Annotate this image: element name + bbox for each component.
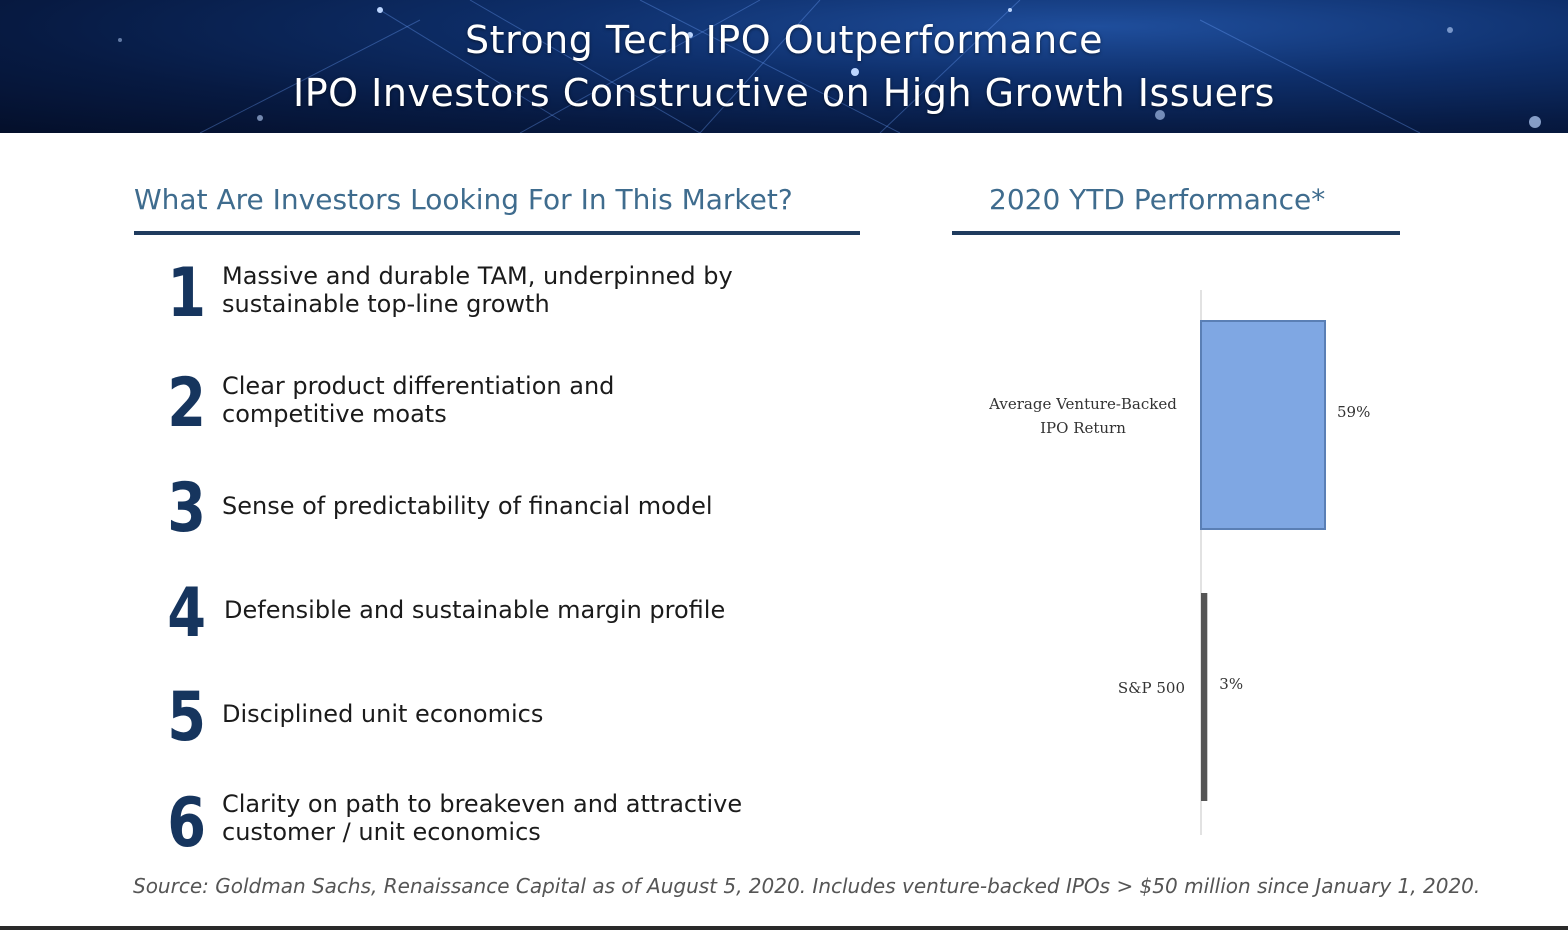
list-item: 6 Clarity on path to breakeven and attra… <box>160 788 860 868</box>
performance-bar-chart: Average Venture-Backed IPO Return 59% S&P 5… <box>988 290 1370 835</box>
item-text: Disciplined unit economics <box>222 700 544 728</box>
network-background <box>118 0 1541 133</box>
category-label: S&P 500 <box>1118 679 1185 697</box>
item-number: 5 <box>167 678 206 757</box>
bottom-border <box>0 926 1568 930</box>
page-title: Strong Tech IPO Outperformance <box>465 18 1103 62</box>
item-number: 2 <box>167 364 206 443</box>
value-label: 59% <box>1337 403 1370 421</box>
left-section-heading: What Are Investors Looking For In This M… <box>134 183 793 216</box>
item-number: 4 <box>167 574 206 653</box>
item-text: Massive and durable TAM, underpinned by … <box>222 262 733 318</box>
category-label: Average Venture-Backed IPO Return <box>988 395 1177 437</box>
bar-venture-ipo <box>1200 320 1326 530</box>
list-item: 4 Defensible and sustainable margin prof… <box>160 578 860 658</box>
chart-heading-rule <box>952 231 1400 235</box>
item-text: Clarity on path to breakeven and attract… <box>222 790 743 846</box>
item-number: 3 <box>167 469 206 548</box>
list-item: 5 Disciplined unit economics <box>160 682 860 762</box>
page-subtitle: IPO Investors Constructive on High Growt… <box>293 71 1275 115</box>
bar-sp500 <box>1201 593 1208 801</box>
list-item: 1 Massive and durable TAM, underpinned b… <box>160 258 860 338</box>
item-text: Sense of predictability of financial mod… <box>222 492 713 520</box>
header-banner: Strong Tech IPO Outperformance IPO Inves… <box>0 0 1568 133</box>
item-number: 1 <box>167 254 206 333</box>
item-text: Defensible and sustainable margin profil… <box>224 596 726 624</box>
source-footnote: Source: Goldman Sachs, Renaissance Capit… <box>133 874 1481 898</box>
chart-heading: 2020 YTD Performance* <box>989 183 1326 216</box>
item-number: 6 <box>167 784 206 863</box>
item-text: Clear product differentiation and compet… <box>222 372 615 428</box>
list-item: 3 Sense of predictability of financial m… <box>160 473 860 553</box>
value-label: 3% <box>1219 675 1243 693</box>
left-heading-rule <box>134 231 860 235</box>
list-item: 2 Clear product differentiation and comp… <box>160 368 860 448</box>
